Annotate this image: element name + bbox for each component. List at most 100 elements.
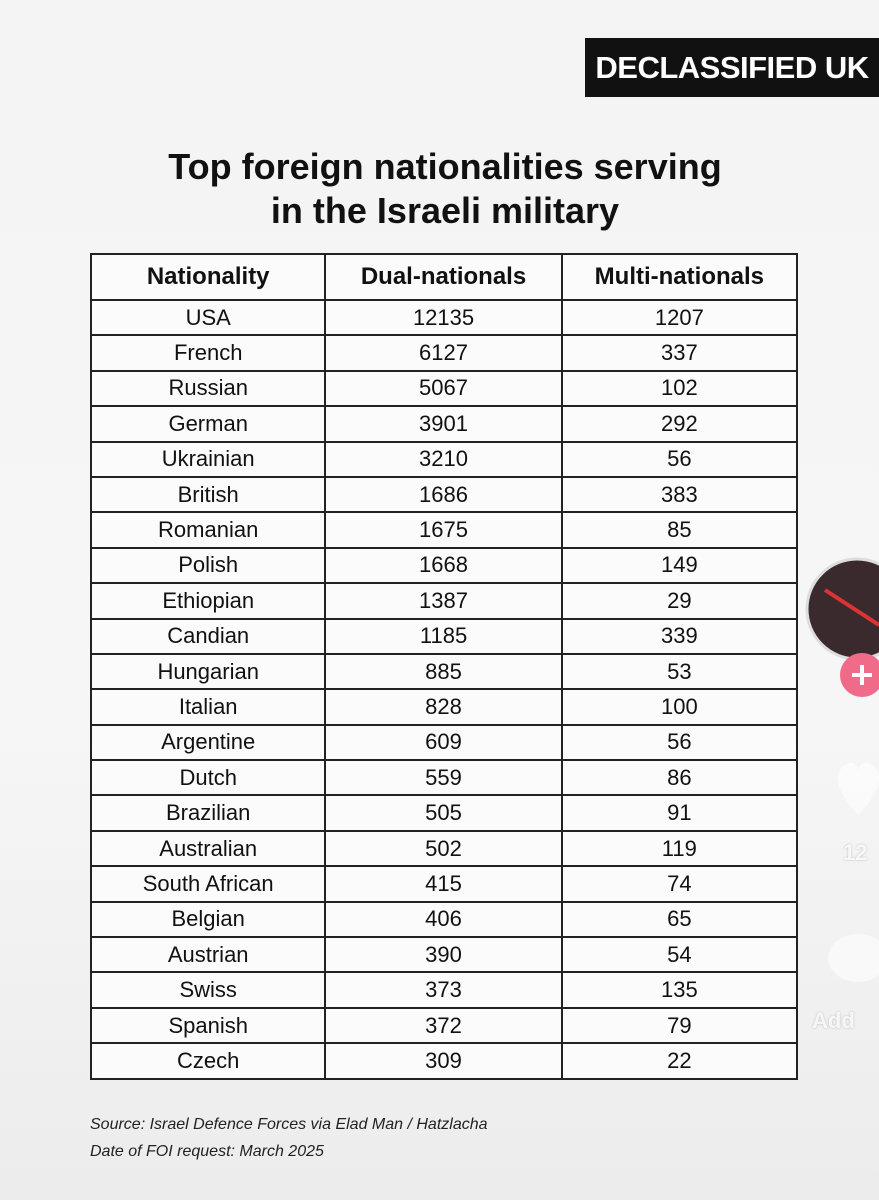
table-cell: Brazilian xyxy=(89,794,327,832)
table-cell: Italian xyxy=(89,688,327,726)
table-cell: 1675 xyxy=(324,511,563,549)
table-cell: 1185 xyxy=(324,617,563,655)
table-cell: 309 xyxy=(324,1042,563,1080)
table-row: British 1686 383 xyxy=(89,475,799,514)
table-row: Austrian 390 54 xyxy=(89,936,799,974)
table-cell: French xyxy=(89,334,327,372)
table-cell: 505 xyxy=(324,794,563,832)
table-row: South African 415 74 xyxy=(89,865,799,903)
date-note: Date of FOI request: March 2025 xyxy=(90,1143,324,1160)
table-cell: Polish xyxy=(89,546,327,585)
source-note: Source: Israel Defence Forces via Elad M… xyxy=(90,1116,488,1133)
table-cell: 339 xyxy=(560,617,799,655)
table-cell: 53 xyxy=(560,652,799,691)
table-cell: 3901 xyxy=(324,405,563,443)
table-cell: 74 xyxy=(560,865,799,903)
table-cell: 102 xyxy=(560,369,799,408)
table-cell: 119 xyxy=(560,829,799,868)
table-cell: 559 xyxy=(324,759,563,797)
table-cell: 65 xyxy=(560,900,799,939)
table-cell: Dutch xyxy=(89,759,327,797)
table-row: USA 12135 1207 xyxy=(89,298,799,337)
header-row: Nationality Dual-nationals Multi-nationals xyxy=(89,253,799,301)
column-header: Nationality xyxy=(89,253,327,301)
table-row: Ethiopian 1387 29 xyxy=(89,582,799,620)
table-row: Czech 309 22 xyxy=(89,1042,799,1080)
table-row: Italian 828 100 xyxy=(89,688,799,726)
table-cell: 54 xyxy=(560,936,799,974)
table-cell: Ukrainian xyxy=(89,440,327,478)
table-cell: 12135 xyxy=(324,298,563,337)
table-cell: 149 xyxy=(560,546,799,585)
table-cell: 373 xyxy=(324,971,563,1009)
column-header: Dual-nationals xyxy=(324,253,563,301)
table-row: German 3901 292 xyxy=(89,405,799,443)
title: Top foreign nationalities serving in the… xyxy=(0,145,879,233)
comment-button[interactable] xyxy=(828,934,879,982)
table-cell: 390 xyxy=(324,936,563,974)
table-cell: 85 xyxy=(560,511,799,549)
table-cell: USA xyxy=(89,298,327,337)
table-row: Swiss 373 135 xyxy=(89,971,799,1009)
column-header: Multi-nationals xyxy=(560,253,799,301)
footer: Source: Israel Defence Forces via Elad M… xyxy=(90,1111,488,1165)
like-button[interactable] xyxy=(837,762,879,815)
title-line: in the Israeli military xyxy=(270,190,620,231)
table-cell: 372 xyxy=(324,1006,563,1045)
table-row: French 6127 337 xyxy=(89,334,799,372)
table-cell: Candian xyxy=(89,617,327,655)
table-row: Argentine 609 56 xyxy=(89,723,799,762)
table-cell: 91 xyxy=(560,794,799,832)
table-cell: Australian xyxy=(89,829,327,868)
table-cell: Argentine xyxy=(89,723,327,762)
table-cell: Belgian xyxy=(89,900,327,939)
table-body: USA 12135 1207 French 6127 337 Russian 5067 102 G… xyxy=(89,298,799,1080)
table-cell: Austrian xyxy=(89,936,327,974)
table-cell: 1668 xyxy=(324,546,563,585)
table-cell: 56 xyxy=(560,723,799,762)
side-actions: 12 Add xyxy=(800,550,879,1050)
table-cell: 502 xyxy=(324,829,563,868)
table-row: Ukrainian 3210 56 xyxy=(89,440,799,478)
comment-label: Add xyxy=(812,1008,855,1033)
table-cell: 383 xyxy=(560,475,799,514)
table-cell: 135 xyxy=(560,971,799,1009)
table-cell: 79 xyxy=(560,1006,799,1045)
table-cell: Romanian xyxy=(89,511,327,549)
table-cell: 828 xyxy=(324,688,563,726)
table-row: Polish 1668 149 xyxy=(89,546,799,585)
table-cell: 29 xyxy=(560,582,799,620)
table-cell: Spanish xyxy=(89,1006,327,1045)
table-cell: 1207 xyxy=(560,298,799,337)
table-cell: 3210 xyxy=(324,440,563,478)
table-row: Spanish 372 79 xyxy=(89,1006,799,1045)
like-count: 12 xyxy=(843,840,868,865)
title-line: Top foreign nationalities serving xyxy=(168,146,722,187)
avatar[interactable] xyxy=(805,557,879,661)
side-icons xyxy=(805,557,879,982)
table-cell: 100 xyxy=(560,688,799,726)
table-cell: Hungarian xyxy=(89,652,327,691)
table-cell: 56 xyxy=(560,440,799,478)
table-cell: 1387 xyxy=(324,582,563,620)
table-cell: 406 xyxy=(324,900,563,939)
table-cell: British xyxy=(89,475,327,514)
table-cell: South African xyxy=(89,865,327,903)
brand-label: DECLASSIFIED UK xyxy=(585,38,879,97)
table-row: Australian 502 119 xyxy=(89,829,799,868)
table-row: Romanian 1675 85 xyxy=(89,511,799,549)
table-row: Belgian 406 65 xyxy=(89,900,799,939)
table-cell: 1686 xyxy=(324,475,563,514)
table-cell: Russian xyxy=(89,369,327,408)
table-cell: 22 xyxy=(560,1042,799,1080)
plus-icon xyxy=(852,665,872,685)
table-cell: Czech xyxy=(89,1042,327,1080)
table-cell: 86 xyxy=(560,759,799,797)
table-cell: 885 xyxy=(324,652,563,691)
table-cell: German xyxy=(89,405,327,443)
table-cell: 5067 xyxy=(324,369,563,408)
table-row: Russian 5067 102 xyxy=(89,369,799,408)
table-cell: Swiss xyxy=(89,971,327,1009)
